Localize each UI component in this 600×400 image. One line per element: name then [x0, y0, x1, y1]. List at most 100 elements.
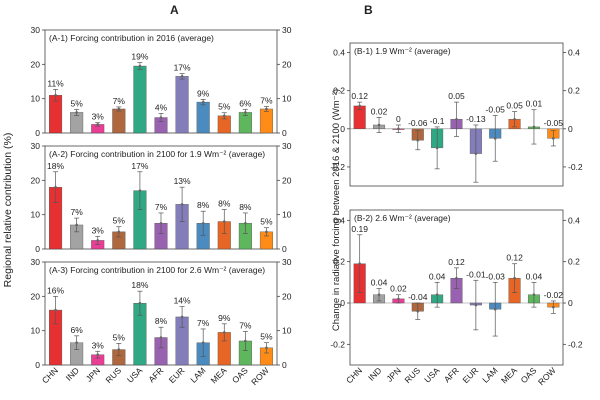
y-tick-label-left: 0 — [340, 124, 345, 134]
data-label-MEA: 8% — [218, 199, 231, 209]
y-tick-label-right: 0 — [282, 360, 287, 370]
data-label-OAS: 0.01 — [526, 99, 543, 109]
data-label-OAS: 8% — [239, 202, 252, 212]
data-label-RUS: -0.04 — [408, 292, 428, 302]
data-label-USA: 17% — [131, 161, 148, 171]
y-tick-label-left: 30 — [31, 141, 41, 151]
data-label-MEA: 0.05 — [506, 101, 523, 111]
x-tick-label-ROW: ROW — [536, 365, 558, 387]
mean-marker-LAM — [201, 221, 205, 225]
y-tick-label-right: 20 — [282, 175, 292, 185]
mean-marker-EUR — [474, 303, 478, 307]
data-label-JPN: 3% — [92, 112, 105, 122]
y-tick-label-right: 30 — [282, 141, 292, 151]
mean-marker-CHN — [54, 308, 57, 312]
mean-marker-ROW — [552, 305, 555, 309]
data-label-ROW: 5% — [260, 217, 273, 227]
data-label-IND: 7% — [70, 207, 83, 217]
data-label-ROW: -0.05 — [544, 118, 564, 128]
mean-marker-IND — [75, 111, 78, 114]
data-label-RUS: -0.06 — [408, 118, 428, 128]
y-tick-label-right: 0 — [568, 298, 573, 308]
y-tick-label-right: 0.2 — [568, 86, 580, 96]
mean-marker-AFR — [159, 336, 163, 339]
mean-marker-JPN — [96, 239, 100, 242]
data-label-EUR: -0.01 — [466, 269, 486, 279]
data-label-IND: 6% — [70, 325, 83, 335]
y-tick-label-right: 0 — [282, 244, 287, 254]
x-tick-label-MEA: MEA — [499, 365, 519, 385]
x-tick-label-EUR: EUR — [461, 365, 481, 385]
data-label-CHN: 0.12 — [351, 91, 368, 101]
mean-marker-RUS — [117, 348, 121, 351]
chart-B-1: (B-1) 1.9 Wm⁻² (average) -0.2 -0.2 0 0 0.2 0.2… — [330, 42, 583, 187]
x-tick-label-JPN: JPN — [84, 365, 102, 383]
data-label-USA: 0.04 — [429, 271, 446, 281]
mean-marker-USA — [435, 293, 439, 297]
y-tick-label-left: -0.2 — [330, 162, 345, 172]
chart-title: (A-3) Forcing contribution in 2100 for 2… — [49, 265, 265, 275]
mean-marker-USA — [138, 301, 142, 305]
x-tick-label-AFR: AFR — [146, 365, 165, 384]
mean-marker-CHN — [358, 104, 361, 108]
x-tick-label-LAM: LAM — [188, 365, 207, 384]
y-tick-label-right: 0 — [282, 128, 287, 138]
mean-marker-LAM — [493, 137, 497, 140]
y-tick-label-left: 20 — [31, 291, 41, 301]
data-label-USA: 18% — [131, 280, 148, 290]
mean-marker-EUR — [180, 315, 184, 319]
y-tick-label-right: 0 — [568, 124, 573, 134]
mean-marker-MEA — [222, 220, 226, 223]
data-label-AFR: 0.12 — [448, 257, 465, 267]
y-tick-label-right: -0.2 — [568, 162, 583, 172]
y-tick-label-right: 20 — [282, 59, 292, 69]
mean-marker-LAM — [493, 307, 497, 311]
mean-marker-IND — [75, 223, 78, 227]
mean-marker-MEA — [513, 276, 516, 280]
left-y-axis-label: Regional relative contribution (%) — [2, 133, 14, 288]
mean-marker-LAM — [201, 100, 205, 104]
chart-title: (A-1) Forcing contribution in 2016 (aver… — [49, 33, 214, 43]
bar-EUR — [175, 76, 189, 134]
y-tick-label-left: 0 — [35, 360, 40, 370]
x-tick-label-CHN: CHN — [40, 365, 60, 385]
mean-marker-USA — [138, 64, 142, 68]
mean-marker-AFR — [159, 221, 163, 225]
x-tick-label-IND: IND — [64, 365, 81, 382]
y-tick-label-left: 10 — [31, 210, 41, 220]
data-label-ROW: 7% — [260, 96, 273, 106]
y-tick-label-right: -0.2 — [568, 339, 583, 349]
data-label-LAM: 9% — [197, 88, 210, 98]
y-tick-label-right: 10 — [282, 326, 292, 336]
mean-marker-RUS — [117, 107, 121, 111]
mean-marker-OAS — [244, 111, 247, 114]
mean-marker-LAM — [201, 341, 205, 344]
mean-marker-OAS — [244, 221, 247, 225]
y-tick-label-left: 30 — [31, 25, 41, 35]
chart-A-1: (A-1) Forcing contribution in 2016 (aver… — [31, 25, 292, 138]
data-label-USA: 19% — [131, 52, 148, 62]
data-label-JPN: 0 — [396, 114, 401, 124]
x-tick-label-AFR: AFR — [442, 365, 461, 384]
mean-marker-MEA — [222, 114, 226, 118]
x-tick-label-OAS: OAS — [230, 365, 250, 385]
data-label-EUR: 13% — [174, 176, 191, 186]
data-label-MEA: 5% — [218, 102, 231, 112]
mean-marker-OAS — [532, 125, 536, 129]
bar-LAM — [196, 101, 210, 134]
data-label-RUS: 7% — [113, 96, 126, 106]
mean-marker-AFR — [159, 116, 163, 119]
data-label-CHN: 18% — [47, 161, 64, 171]
x-tick-label-RUS: RUS — [402, 365, 422, 385]
panel-b-label: B — [364, 3, 373, 17]
data-label-CHN: 11% — [47, 78, 64, 88]
y-tick-label-left: 0.2 — [333, 257, 345, 267]
mean-marker-RUS — [416, 309, 420, 313]
y-tick-label-left: 20 — [31, 59, 41, 69]
data-label-LAM: -0.03 — [486, 271, 506, 281]
mean-marker-CHN — [358, 262, 361, 266]
mean-marker-IND — [75, 341, 78, 344]
data-label-CHN: 0.19 — [351, 224, 368, 234]
y-tick-label-right: 30 — [282, 25, 292, 35]
data-label-IND: 0.04 — [371, 278, 388, 288]
